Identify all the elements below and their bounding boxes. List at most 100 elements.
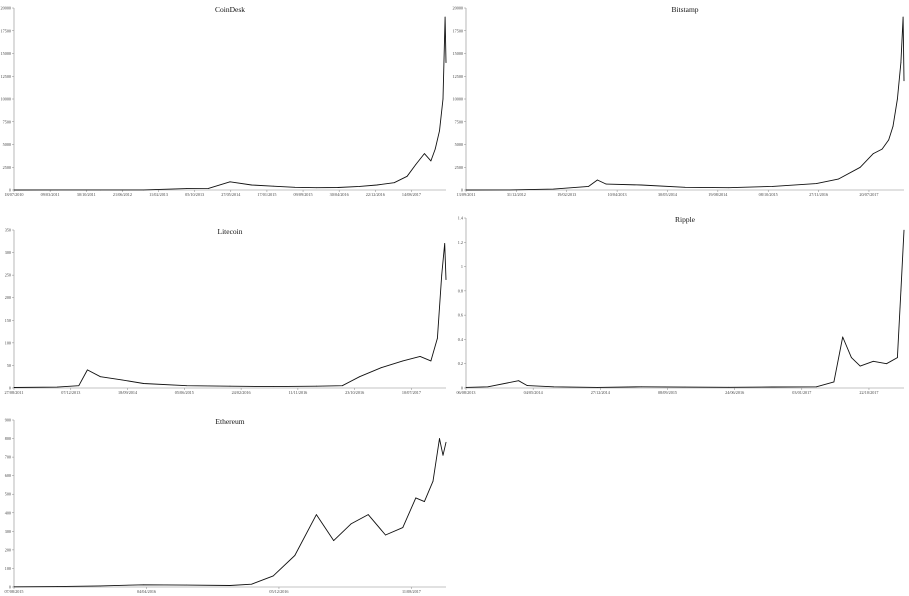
chart-title: Litecoin: [218, 227, 243, 236]
data-point: [100, 189, 101, 191]
data-point: [341, 385, 343, 387]
data-point: [684, 186, 686, 188]
x-tick-label: 18/07/2010: [4, 192, 23, 197]
y-tick-label: 5000: [3, 142, 11, 147]
data-point: [872, 360, 874, 362]
y-tick-label: 10000: [1, 97, 11, 102]
price-series-line: [13, 16, 447, 191]
y-tick-label: 50: [7, 363, 11, 368]
y-tick-label: 300: [5, 529, 11, 534]
data-point: [87, 369, 88, 371]
data-point: [772, 185, 773, 187]
x-tick-label: 30/10/2011: [77, 192, 96, 197]
chart-title: CoinDesk: [215, 5, 245, 14]
price-series-line: [465, 16, 905, 191]
data-point: [143, 189, 145, 191]
data-point: [13, 387, 15, 388]
data-point: [605, 183, 607, 185]
data-point: [186, 188, 188, 190]
data-point: [892, 125, 894, 127]
data-point: [376, 184, 378, 186]
y-tick-label: 0: [461, 386, 463, 391]
x-tick-label: 03/01/2017: [792, 390, 811, 395]
x-tick-label: 22/10/2017: [859, 390, 878, 395]
data-point: [442, 98, 444, 100]
data-point: [509, 189, 511, 191]
y-tick-label: 600: [5, 473, 11, 478]
data-point: [385, 534, 386, 536]
data-point: [445, 441, 447, 443]
x-tick-label: 11/08/2017: [402, 589, 421, 594]
data-point: [229, 181, 231, 183]
data-point: [816, 386, 817, 388]
data-point: [897, 357, 898, 359]
data-point: [444, 243, 446, 244]
data-point: [316, 514, 317, 516]
y-tick-label: 12500: [1, 74, 11, 79]
data-point: [78, 385, 80, 387]
x-tick-label: 06/08/2013: [456, 390, 475, 395]
x-tick-label: 11/11/2016: [288, 390, 307, 395]
price-series-line: [465, 230, 905, 388]
x-tick-label: 07/08/2015: [4, 589, 23, 594]
data-point: [900, 290, 902, 292]
x-tick-label: 08/10/2015: [759, 192, 778, 197]
x-tick-label: 10/04/2013: [608, 192, 627, 197]
data-point: [56, 189, 58, 191]
y-tick-label: 350: [5, 228, 11, 233]
data-point: [56, 386, 58, 388]
x-tick-label: 24/02/2016: [232, 390, 251, 395]
data-point: [415, 164, 417, 165]
y-tick-label: 0.2: [458, 361, 463, 366]
chart-panel-4: 0 0.2 0.4 0.6 0.8 1 1.2 1.4 06/08/2013 04/05/2014…: [456, 215, 905, 395]
y-tick-label: 900: [5, 418, 11, 423]
data-point: [402, 360, 404, 362]
data-point: [13, 189, 15, 191]
x-tick-label: 27/05/2014: [221, 192, 241, 197]
data-point: [367, 514, 369, 516]
data-point: [100, 585, 101, 587]
data-point: [430, 160, 432, 162]
x-tick-label: 18/09/2014: [118, 390, 138, 395]
x-tick-label: 30/04/2016: [330, 192, 349, 197]
data-point: [900, 62, 902, 63]
x-tick-label: 09/09/2015: [294, 192, 313, 197]
y-tick-label: 500: [5, 492, 11, 497]
x-tick-label: 20/07/2017: [859, 192, 878, 197]
data-point: [772, 386, 773, 388]
chart-title: Bitstamp: [671, 5, 698, 14]
data-point: [56, 586, 58, 588]
x-tick-label: 21/06/2012: [113, 192, 132, 197]
y-tick-label: 7500: [455, 119, 463, 124]
x-tick-label: 05/12/2016: [269, 589, 288, 594]
data-point: [13, 586, 15, 588]
x-tick-label: 17/01/2015: [257, 192, 276, 197]
data-point: [294, 186, 296, 188]
data-point: [487, 386, 489, 388]
x-tick-label: 14/08/2017: [402, 192, 421, 197]
data-point: [728, 386, 730, 388]
data-point: [518, 380, 519, 382]
data-point: [445, 279, 447, 281]
data-point: [684, 386, 686, 388]
data-point: [359, 376, 360, 378]
data-point: [424, 501, 425, 503]
data-point: [294, 555, 296, 556]
x-tick-label: 31/12/2012: [507, 192, 526, 197]
data-point: [143, 584, 145, 586]
data-point: [251, 184, 253, 186]
y-tick-label: 700: [5, 455, 11, 460]
data-point: [430, 360, 432, 362]
y-tick-label: 7500: [3, 119, 11, 124]
data-point: [415, 497, 417, 499]
y-tick-label: 20000: [1, 6, 11, 11]
data-point: [439, 130, 440, 132]
data-point: [597, 179, 598, 181]
x-tick-label: 07/12/2013: [61, 390, 80, 395]
y-tick-label: 0.8: [458, 288, 463, 293]
data-point: [251, 583, 253, 585]
data-point: [553, 386, 554, 388]
data-point: [442, 454, 444, 456]
chart-panel-5: 0 100 200 300 400 500 600 700 800 900 07/08/2015 04…: [4, 417, 447, 594]
